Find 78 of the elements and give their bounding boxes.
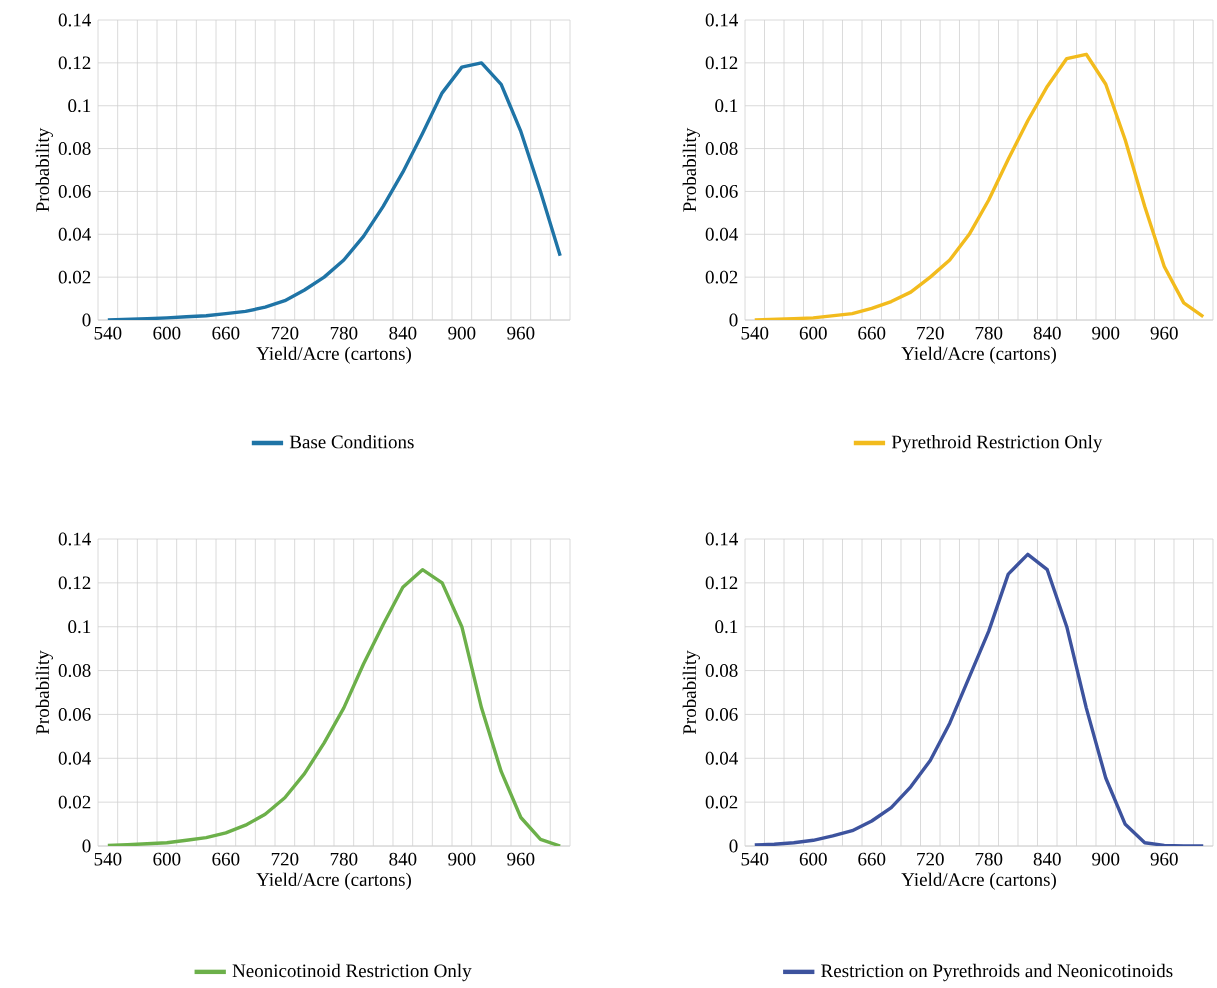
x-tick-label: 900 <box>1092 326 1120 340</box>
y-axis-title: Probability <box>682 650 700 735</box>
y-tick-label: 0.1 <box>68 99 91 113</box>
x-tick-label: 840 <box>1033 852 1061 866</box>
legend-label: Base Conditions <box>289 435 414 449</box>
x-tick-label: 600 <box>153 326 181 340</box>
legend-label: Pyrethroid Restriction Only <box>891 435 1103 453</box>
legend-label: Neonicotinoid Restriction Only <box>232 963 472 982</box>
x-tick-label: 720 <box>917 852 944 866</box>
y-tick-label: 0.12 <box>58 56 91 70</box>
x-tick-label: 600 <box>153 852 181 866</box>
x-tick-label: 960 <box>507 852 535 866</box>
y-tick-label: 0.14 <box>705 13 738 27</box>
x-axis-title: Yield/Acre (cartons) <box>901 346 1056 364</box>
y-tick-label: 0.06 <box>58 708 91 721</box>
x-tick-label: 900 <box>448 852 476 866</box>
y-tick-label: 0.14 <box>705 532 738 546</box>
y-tick-label: 0.14 <box>58 13 91 27</box>
y-tick-label: 0.04 <box>705 751 738 765</box>
x-tick-label: 540 <box>741 852 769 866</box>
y-tick-label: 0.12 <box>58 576 91 590</box>
x-tick-label: 780 <box>330 852 358 866</box>
x-tick-label: 720 <box>917 326 944 340</box>
x-tick-label: 780 <box>330 326 358 340</box>
y-axis-title: Probability <box>35 127 53 212</box>
x-tick-label: 960 <box>507 326 535 340</box>
y-axis-title: Probability <box>682 127 700 212</box>
x-tick-label: 840 <box>389 852 417 866</box>
legend-label: Restriction on Pyrethroids and Neonicotinoids <box>821 963 1173 982</box>
x-tick-label: 840 <box>1033 326 1061 340</box>
y-tick-label: 0.12 <box>705 576 738 590</box>
y-tick-label: 0 <box>729 839 738 853</box>
x-tick-label: 780 <box>975 852 1003 866</box>
y-tick-label: 0.04 <box>705 227 738 241</box>
x-tick-label: 900 <box>1092 852 1120 866</box>
line-series <box>753 552 1205 847</box>
x-tick-label: 600 <box>799 852 827 866</box>
x-axis-title: Yield/Acre (cartons) <box>256 346 411 364</box>
y-tick-label: 0 <box>82 839 91 853</box>
y-tick-label: 0 <box>729 313 738 327</box>
x-tick-label: 720 <box>271 852 299 866</box>
x-tick-label: 540 <box>741 326 769 340</box>
x-tick-label: 660 <box>858 852 886 866</box>
y-tick-label: 0.1 <box>715 620 738 634</box>
x-tick-label: 840 <box>389 326 417 340</box>
y-tick-label: 0.02 <box>58 270 91 284</box>
y-tick-label: 0.04 <box>58 751 91 765</box>
x-axis-title: Yield/Acre (cartons) <box>256 872 411 890</box>
x-tick-label: 540 <box>94 326 122 340</box>
x-tick-label: 540 <box>94 852 122 866</box>
y-tick-label: 0.1 <box>68 620 91 634</box>
y-tick-label: 0.08 <box>705 142 738 156</box>
x-tick-label: 660 <box>212 326 240 340</box>
y-tick-label: 0.08 <box>705 664 738 678</box>
x-tick-label: 600 <box>799 326 827 340</box>
x-tick-label: 660 <box>212 852 240 866</box>
y-tick-label: 0.02 <box>58 795 91 809</box>
y-axis-title: Probability <box>35 650 53 735</box>
y-tick-label: 0.02 <box>705 795 738 809</box>
line-series <box>106 568 562 847</box>
x-tick-label: 960 <box>1150 852 1178 866</box>
x-tick-label: 780 <box>975 326 1003 340</box>
y-tick-label: 0.06 <box>705 185 738 198</box>
y-tick-label: 0 <box>82 313 91 327</box>
x-tick-label: 660 <box>858 326 886 340</box>
x-tick-label: 900 <box>448 326 476 340</box>
y-tick-label: 0.12 <box>705 56 738 70</box>
y-tick-label: 0.08 <box>58 142 91 156</box>
y-tick-label: 0.06 <box>58 185 91 198</box>
x-tick-label: 960 <box>1150 326 1178 340</box>
y-tick-label: 0.02 <box>705 270 738 284</box>
y-tick-label: 0.1 <box>715 99 738 113</box>
y-tick-label: 0.06 <box>705 708 738 721</box>
y-tick-label: 0.14 <box>58 532 91 546</box>
x-axis-title: Yield/Acre (cartons) <box>901 872 1056 890</box>
y-tick-label: 0.04 <box>58 227 91 241</box>
x-tick-label: 720 <box>271 326 299 340</box>
y-tick-label: 0.08 <box>58 664 91 678</box>
